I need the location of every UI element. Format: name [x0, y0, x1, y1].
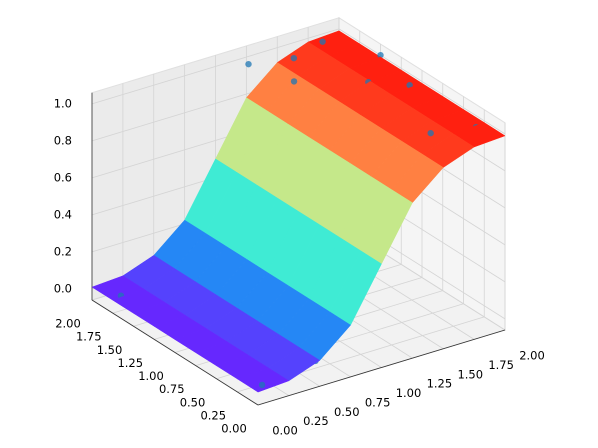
x-tick-label: 0.75 — [365, 395, 391, 409]
x-tick-label: 1.75 — [488, 358, 514, 372]
scatter-point — [377, 51, 384, 59]
x-tick-label: 0.25 — [303, 414, 329, 428]
y-tick-label: 0.50 — [180, 395, 206, 409]
y-tick-label: 0.75 — [159, 382, 185, 396]
z-tick-label: 0.0 — [54, 281, 72, 295]
grid-line — [91, 28, 340, 105]
y-tick-label: 1.50 — [97, 343, 123, 357]
y-tick-label: 0.25 — [200, 408, 226, 422]
z-tick-label: 1.0 — [54, 96, 72, 110]
scatter-point — [290, 78, 298, 85]
scatter-point — [258, 381, 266, 389]
y-tick-label: 2.00 — [55, 317, 81, 331]
axis-line — [257, 329, 506, 406]
scatter-point — [406, 81, 413, 89]
scatter-point — [319, 38, 326, 45]
scatter-point — [245, 60, 252, 68]
z-tick-label: 0.8 — [54, 133, 72, 147]
z-tick-label: 0.4 — [54, 207, 72, 221]
x-tick-label: 1.00 — [396, 386, 422, 400]
x-tick-label: 2.00 — [519, 349, 545, 363]
z-tick-label: 0.2 — [54, 244, 72, 258]
surface-patch — [236, 367, 290, 393]
x-tick-label: 1.50 — [457, 367, 483, 381]
scatter-point — [290, 54, 298, 62]
x-tick-label: 0.50 — [334, 405, 360, 419]
scatter-point — [427, 129, 434, 137]
y-tick-label: 1.00 — [138, 369, 164, 383]
z-tick-label: 0.6 — [54, 170, 72, 184]
y-tick-label: 0.00 — [221, 422, 247, 436]
y-tick-label: 1.75 — [76, 330, 102, 344]
y-tick-label: 1.25 — [117, 356, 143, 370]
axis-line — [91, 299, 259, 406]
grid-line — [338, 28, 506, 135]
x-tick-label: 0.00 — [272, 424, 298, 438]
x-tick-label: 1.25 — [427, 377, 453, 391]
